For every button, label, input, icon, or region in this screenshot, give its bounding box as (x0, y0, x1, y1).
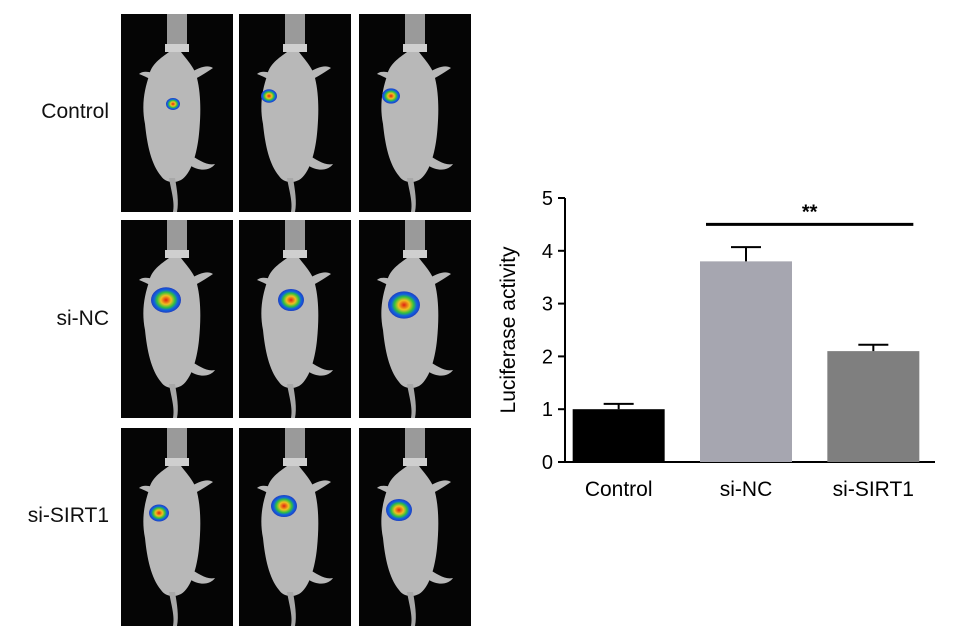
mouse-image-si-sirt1-1 (121, 428, 233, 626)
mouse-image-control-2 (239, 14, 351, 212)
y-axis-label: Luciferase activity (497, 246, 520, 413)
y-tick-label: 1 (542, 399, 553, 421)
row-label-si-sirt1: si-SIRT1 (27, 504, 109, 527)
y-tick-label: 3 (542, 294, 553, 316)
error-bar-si-nc (731, 246, 761, 262)
bar-control (572, 409, 665, 462)
mouse-image-si-sirt1-3 (359, 428, 471, 626)
error-bar-si-sirt1 (858, 343, 889, 352)
error-bar-control (603, 402, 634, 410)
mouse-image-si-nc-3 (359, 220, 471, 418)
y-tick-label: 5 (542, 188, 553, 210)
bar-si-nc (700, 261, 792, 462)
row-label-si-nc: si-NC (56, 307, 110, 330)
x-tick-label-si-nc: si-NC (720, 478, 773, 501)
row-label-control: Control (41, 100, 109, 123)
luciferase-bar-chart: 0 1 2 3 4 5 Luciferase activity Control si-NC si-… (497, 188, 935, 501)
mouse-image-si-nc-2 (239, 220, 351, 418)
x-tick-label-control: Control (585, 478, 653, 501)
mouse-image-control-3 (359, 14, 471, 212)
bar-si-sirt1 (827, 351, 920, 462)
x-tick-label-si-sirt1: si-SIRT1 (833, 478, 914, 501)
significance-label: ** (802, 201, 818, 223)
mouse-image-control-1 (121, 14, 233, 212)
mouse-image-si-sirt1-2 (239, 428, 351, 626)
y-tick-label: 2 (542, 346, 553, 368)
mouse-image-si-nc-1 (121, 220, 233, 418)
y-tick-label: 4 (542, 241, 553, 263)
y-tick-label: 0 (542, 452, 553, 474)
